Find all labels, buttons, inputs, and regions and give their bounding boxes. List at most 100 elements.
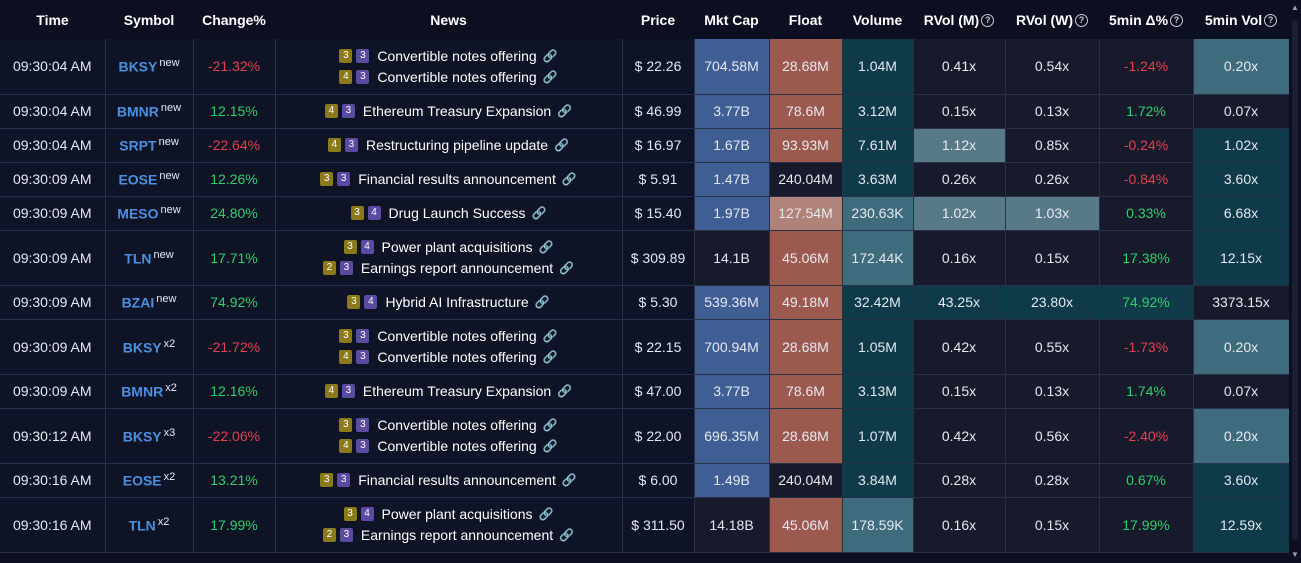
news-item[interactable]: 2 3 Earnings report announcement 🔗 — [276, 525, 622, 546]
link-icon[interactable]: 🔗 — [542, 439, 558, 453]
header-change[interactable]: Change% — [193, 0, 275, 39]
symbol-ticker[interactable]: BMNR — [121, 383, 164, 400]
header-volume[interactable]: Volume — [842, 0, 913, 39]
news-item[interactable]: 3 3 Convertible notes offering 🔗 — [276, 415, 622, 436]
symbol-ticker[interactable]: BKSY — [122, 339, 162, 356]
table-row[interactable]: 09:30:16 AM EOSE x2 13.21% 3 3 Financial resul… — [0, 463, 1289, 498]
news-headline[interactable]: Earnings report announcement — [360, 527, 554, 543]
link-icon[interactable]: 🔗 — [561, 473, 577, 487]
news-item[interactable]: 3 4 Power plant acquisitions 🔗 — [276, 504, 622, 525]
table-row[interactable]: 09:30:12 AM BKSY x3 -22.06% 3 3 Convertible no… — [0, 408, 1289, 464]
news-headline[interactable]: Ethereum Treasury Expansion — [362, 103, 552, 119]
table-row[interactable]: 09:30:04 AM BMNR new 12.15% 4 3 Ethereum Treas… — [0, 94, 1289, 129]
link-icon[interactable]: 🔗 — [542, 329, 558, 343]
news-item[interactable]: 3 4 Power plant acquisitions 🔗 — [276, 237, 622, 258]
news-headline[interactable]: Convertible notes offering — [377, 349, 537, 365]
cell-symbol[interactable]: EOSE new — [105, 162, 194, 197]
news-item[interactable]: 4 3 Convertible notes offering 🔗 — [276, 347, 622, 368]
news-headline[interactable]: Convertible notes offering — [377, 47, 537, 64]
header-time[interactable]: Time — [0, 0, 105, 39]
news-headline[interactable]: Convertible notes offering — [377, 438, 537, 454]
news-item[interactable]: 2 3 Earnings report announcement 🔗 — [276, 258, 622, 279]
symbol-ticker[interactable]: SRPT — [119, 137, 157, 154]
link-icon[interactable]: 🔗 — [542, 418, 558, 432]
cell-symbol[interactable]: EOSE x2 — [105, 463, 194, 498]
link-icon[interactable]: 🔗 — [561, 172, 577, 186]
news-headline[interactable]: Earnings report announcement — [360, 260, 554, 276]
header-news[interactable]: News — [275, 0, 622, 39]
help-icon[interactable]: ? — [1075, 14, 1089, 28]
header-float[interactable]: Float — [769, 0, 842, 39]
symbol-ticker[interactable]: EOSE — [118, 171, 158, 188]
cell-symbol[interactable]: BKSY x3 — [105, 408, 194, 464]
table-row[interactable]: 09:30:04 AM SRPT new -22.64% 4 3 Restructuring… — [0, 128, 1289, 163]
table-row[interactable]: 09:30:16 AM TLN x2 17.99% 3 4 Power plant acqu… — [0, 497, 1289, 553]
header-price[interactable]: Price — [622, 0, 694, 39]
symbol-ticker[interactable]: EOSE — [122, 472, 162, 489]
help-icon[interactable]: ? — [1170, 14, 1184, 28]
symbol-ticker[interactable]: MESO — [117, 205, 159, 222]
symbol-ticker[interactable]: TLN — [124, 250, 152, 267]
header-symbol[interactable]: Symbol — [105, 0, 193, 39]
news-headline[interactable]: Financial results announcement — [358, 472, 556, 488]
link-icon[interactable]: 🔗 — [557, 384, 573, 398]
news-item[interactable]: 3 4 Drug Launch Success 🔗 — [276, 203, 622, 224]
news-item[interactable]: 4 3 Ethereum Treasury Expansion 🔗 — [276, 101, 622, 122]
link-icon[interactable]: 🔗 — [538, 507, 554, 521]
table-row[interactable]: 09:30:09 AM MESO new 24.80% 3 4 Drug Launch Su… — [0, 196, 1289, 231]
cell-symbol[interactable]: BMNR new — [105, 94, 194, 129]
symbol-ticker[interactable]: BMNR — [116, 103, 159, 120]
link-icon[interactable]: 🔗 — [557, 104, 573, 118]
news-item[interactable]: 3 3 Convertible notes offering 🔗 — [276, 45, 622, 66]
symbol-ticker[interactable]: BKSY — [122, 428, 162, 445]
cell-symbol[interactable]: TLN x2 — [105, 497, 194, 553]
news-headline[interactable]: Hybrid AI Infrastructure — [385, 294, 529, 310]
news-headline[interactable]: Power plant acquisitions — [381, 506, 533, 522]
header-5min-vol[interactable]: 5min Vol? — [1193, 0, 1289, 39]
link-icon[interactable]: 🔗 — [538, 240, 554, 254]
header-rvol-w[interactable]: RVol (W)? — [1005, 0, 1099, 39]
news-item[interactable]: 4 3 Ethereum Treasury Expansion 🔗 — [276, 381, 622, 402]
link-icon[interactable]: 🔗 — [554, 138, 570, 152]
cell-symbol[interactable]: MESO new — [105, 196, 194, 231]
news-item[interactable]: 4 3 Convertible notes offering 🔗 — [276, 436, 622, 457]
link-icon[interactable]: 🔗 — [534, 295, 550, 309]
link-icon[interactable]: 🔗 — [542, 69, 558, 84]
header-rvol-m[interactable]: RVol (M)? — [913, 0, 1005, 39]
link-icon[interactable]: 🔗 — [559, 528, 575, 542]
news-item[interactable]: 3 3 Financial results announcement 🔗 — [276, 470, 622, 491]
link-icon[interactable]: 🔗 — [531, 206, 547, 220]
news-headline[interactable]: Convertible notes offering — [377, 417, 537, 433]
help-icon[interactable]: ? — [1264, 14, 1278, 28]
table-row[interactable]: 09:30:09 AM TLN new 17.71% 3 4 Power plant acq… — [0, 230, 1289, 286]
news-headline[interactable]: Drug Launch Success — [388, 205, 526, 221]
cell-symbol[interactable]: BKSY x2 — [105, 319, 194, 375]
table-row[interactable]: 09:30:09 AM BKSY x2 -21.72% 3 3 Convertible no… — [0, 319, 1289, 375]
news-headline[interactable]: Restructuring pipeline update — [365, 137, 549, 153]
header-5min-delta[interactable]: 5min Δ%? — [1099, 0, 1193, 39]
symbol-ticker[interactable]: TLN — [128, 517, 156, 534]
news-item[interactable]: 4 3 Restructuring pipeline update 🔗 — [276, 135, 622, 156]
scrollbar-thumb[interactable] — [1292, 20, 1298, 540]
cell-symbol[interactable]: SRPT new — [105, 128, 194, 163]
news-item[interactable]: 3 3 Financial results announcement 🔗 — [276, 169, 622, 190]
symbol-ticker[interactable]: BKSY — [118, 59, 158, 76]
news-headline[interactable]: Financial results announcement — [358, 171, 556, 187]
cell-symbol[interactable]: BKSY new — [105, 39, 194, 95]
cell-symbol[interactable]: TLN new — [105, 230, 194, 286]
news-headline[interactable]: Ethereum Treasury Expansion — [362, 383, 552, 399]
news-item[interactable]: 4 3 Convertible notes offering 🔗 — [276, 66, 622, 87]
news-headline[interactable]: Convertible notes offering — [377, 68, 537, 85]
table-row[interactable]: 09:30:09 AM EOSE new 12.26% 3 3 Financial resu… — [0, 162, 1289, 197]
cell-symbol[interactable]: BZAI new — [105, 285, 194, 320]
help-icon[interactable]: ? — [981, 14, 995, 28]
vertical-scrollbar[interactable]: ▲ ▼ — [1289, 0, 1301, 563]
symbol-ticker[interactable]: BZAI — [121, 294, 155, 311]
cell-symbol[interactable]: BMNR x2 — [105, 374, 194, 409]
link-icon[interactable]: 🔗 — [542, 48, 558, 63]
table-row[interactable]: 09:30:04 AM BKSY new -21.32% 3 3 Convertible n… — [0, 39, 1289, 95]
header-mktcap[interactable]: Mkt Cap — [694, 0, 769, 39]
news-headline[interactable]: Power plant acquisitions — [381, 239, 533, 255]
news-headline[interactable]: Convertible notes offering — [377, 328, 537, 344]
news-item[interactable]: 3 3 Convertible notes offering 🔗 — [276, 326, 622, 347]
